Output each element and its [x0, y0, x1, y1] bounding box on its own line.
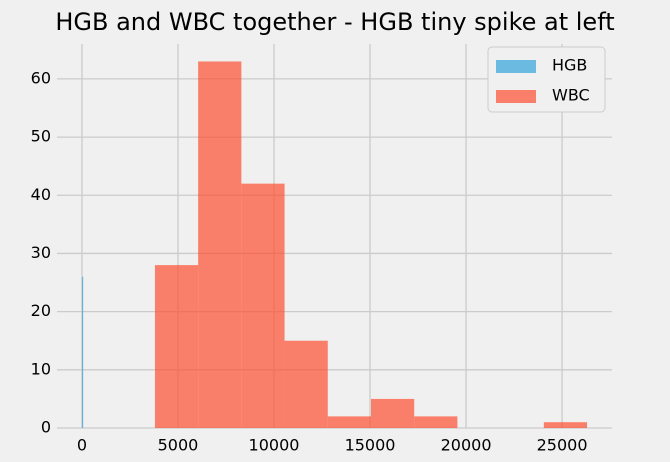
hgb-bar — [81, 276, 84, 428]
y-tick-label: 30 — [31, 243, 51, 262]
histogram-bars — [81, 61, 588, 429]
wbc-bar — [241, 183, 285, 428]
y-tick-label: 20 — [31, 301, 51, 320]
legend-swatch-hgb — [496, 60, 536, 73]
x-tick-label: 20000 — [441, 436, 492, 455]
wbc-bar — [284, 340, 328, 428]
x-tick-label: 25000 — [537, 436, 588, 455]
chart-title: HGB and WBC together - HGB tiny spike at… — [55, 8, 614, 36]
legend-label-hgb: HGB — [552, 56, 587, 75]
wbc-bar — [198, 61, 242, 429]
y-tick-label: 0 — [41, 418, 51, 437]
tick-labels: 0 5000 10000 15000 20000 25000 0 10 20 30 40 50 60 — [31, 68, 588, 454]
legend-label-wbc: WBC — [552, 86, 590, 105]
y-tick-label: 40 — [31, 185, 51, 204]
legend: HGB WBC — [487, 46, 606, 113]
x-tick-label: 5000 — [158, 436, 199, 455]
x-tick-label: 15000 — [345, 436, 396, 455]
legend-swatch-wbc — [496, 90, 536, 103]
y-tick-label: 50 — [31, 127, 51, 146]
wbc-bar — [414, 416, 458, 428]
x-tick-label: 10000 — [249, 436, 300, 455]
wbc-bar — [543, 422, 588, 428]
y-tick-label: 60 — [31, 68, 51, 87]
wbc-bar — [154, 265, 199, 428]
wbc-bar — [370, 398, 415, 428]
x-tick-label: 0 — [77, 436, 87, 455]
y-tick-label: 10 — [31, 359, 51, 378]
wbc-bar — [327, 416, 371, 428]
